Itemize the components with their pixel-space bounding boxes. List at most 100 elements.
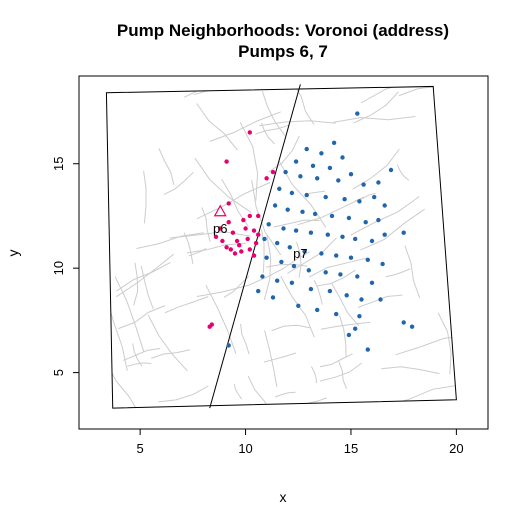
x-tick-label: 15 [344, 441, 358, 456]
data-point-p7 [363, 220, 368, 225]
street-segment [159, 79, 212, 85]
data-point-p7 [287, 245, 292, 250]
street-segment [274, 391, 296, 398]
x-tick-label: 5 [137, 441, 144, 456]
data-point-p7 [289, 190, 295, 196]
data-point-p6 [218, 226, 223, 231]
data-point-p7 [346, 215, 352, 221]
pump-label-p6: p6 [213, 221, 227, 236]
street-segment [360, 86, 439, 104]
street-segment [158, 385, 209, 403]
street-segment [261, 229, 265, 274]
data-point-p7 [357, 314, 362, 319]
pump-markers: p6 p7 [213, 204, 308, 261]
data-point-p7 [378, 297, 383, 302]
street-segment [308, 190, 325, 194]
data-point-p7 [319, 151, 324, 156]
street-segment [116, 261, 171, 292]
data-point-p7 [302, 249, 307, 254]
data-point-p6 [256, 232, 261, 237]
street-segment [385, 268, 411, 278]
data-point-p7 [262, 236, 267, 242]
data-point-p7 [348, 172, 354, 177]
data-point-p7 [331, 140, 337, 145]
data-point-p7 [323, 270, 328, 275]
data-point-p6 [264, 176, 269, 181]
street-segment [333, 116, 416, 123]
data-point-p7 [315, 176, 320, 181]
data-point-p7 [334, 253, 339, 258]
data-point-p7 [300, 209, 305, 214]
data-point-p6 [234, 238, 240, 244]
x-tick-label: 20 [449, 441, 463, 456]
street-segment [438, 379, 457, 409]
address-points [207, 111, 415, 352]
data-point-p7 [266, 222, 271, 227]
street-segment [194, 157, 252, 213]
data-point-p7 [298, 174, 303, 179]
data-point-p7 [334, 311, 339, 317]
street-segment [147, 314, 188, 372]
data-point-p7 [338, 272, 343, 277]
data-point-p7 [312, 211, 318, 217]
data-point-p7 [372, 194, 377, 200]
street-segment [292, 86, 315, 125]
street-segment [264, 330, 278, 387]
street-segment [106, 310, 110, 370]
data-point-p7 [376, 217, 381, 223]
data-point-p6 [213, 234, 219, 239]
street-segment [164, 296, 209, 314]
street-segment [398, 86, 456, 97]
plot-border [78, 75, 489, 430]
street-segment [350, 196, 420, 236]
data-point-p7 [272, 203, 278, 208]
street-segment [360, 208, 425, 251]
street-segment [296, 241, 302, 278]
street-segment [263, 352, 296, 363]
street-segment [297, 196, 365, 226]
street-segment [123, 348, 161, 361]
street-segment [339, 315, 347, 358]
data-point-p7 [361, 182, 366, 187]
street-segment [331, 283, 360, 327]
data-point-p7 [365, 347, 370, 352]
chart-title: Pump Neighborhoods: Voronoi (address) [117, 21, 449, 40]
street-segment [381, 366, 440, 375]
street-segment [247, 375, 273, 409]
data-point-p7 [348, 255, 354, 260]
street-segment [239, 121, 259, 201]
street-segment [287, 237, 337, 274]
data-point-p7 [369, 238, 375, 244]
street-segment [259, 120, 336, 127]
data-point-p7 [380, 261, 385, 267]
data-point-p6 [226, 201, 231, 206]
data-point-p6 [224, 245, 229, 250]
data-point-p7 [409, 324, 415, 329]
data-point-p7 [369, 280, 375, 285]
data-point-p7 [304, 146, 309, 152]
data-point-p7 [340, 234, 345, 239]
street-segment [118, 305, 166, 330]
data-point-p7 [270, 295, 276, 300]
y-tick-label: 15 [51, 156, 66, 170]
street-network [106, 79, 457, 467]
street-segment [319, 362, 362, 382]
street-segment [143, 170, 147, 224]
street-segment [146, 410, 162, 467]
data-point-p7 [355, 274, 360, 279]
data-point-p7 [304, 192, 309, 198]
data-point-p7 [327, 165, 333, 171]
street-segment [396, 164, 410, 181]
street-segment [261, 91, 286, 136]
street-segment [268, 135, 300, 173]
street-segment [337, 405, 362, 409]
x-axis-label: x [280, 489, 287, 505]
data-point-p7 [325, 232, 330, 237]
street-segment [132, 343, 143, 367]
street-segment [404, 245, 421, 299]
data-point-p7 [340, 155, 345, 160]
data-point-p6 [224, 159, 229, 164]
data-point-p6 [232, 251, 238, 256]
data-point-p7 [279, 259, 284, 265]
y-axis: 5 10 15 [51, 156, 79, 376]
